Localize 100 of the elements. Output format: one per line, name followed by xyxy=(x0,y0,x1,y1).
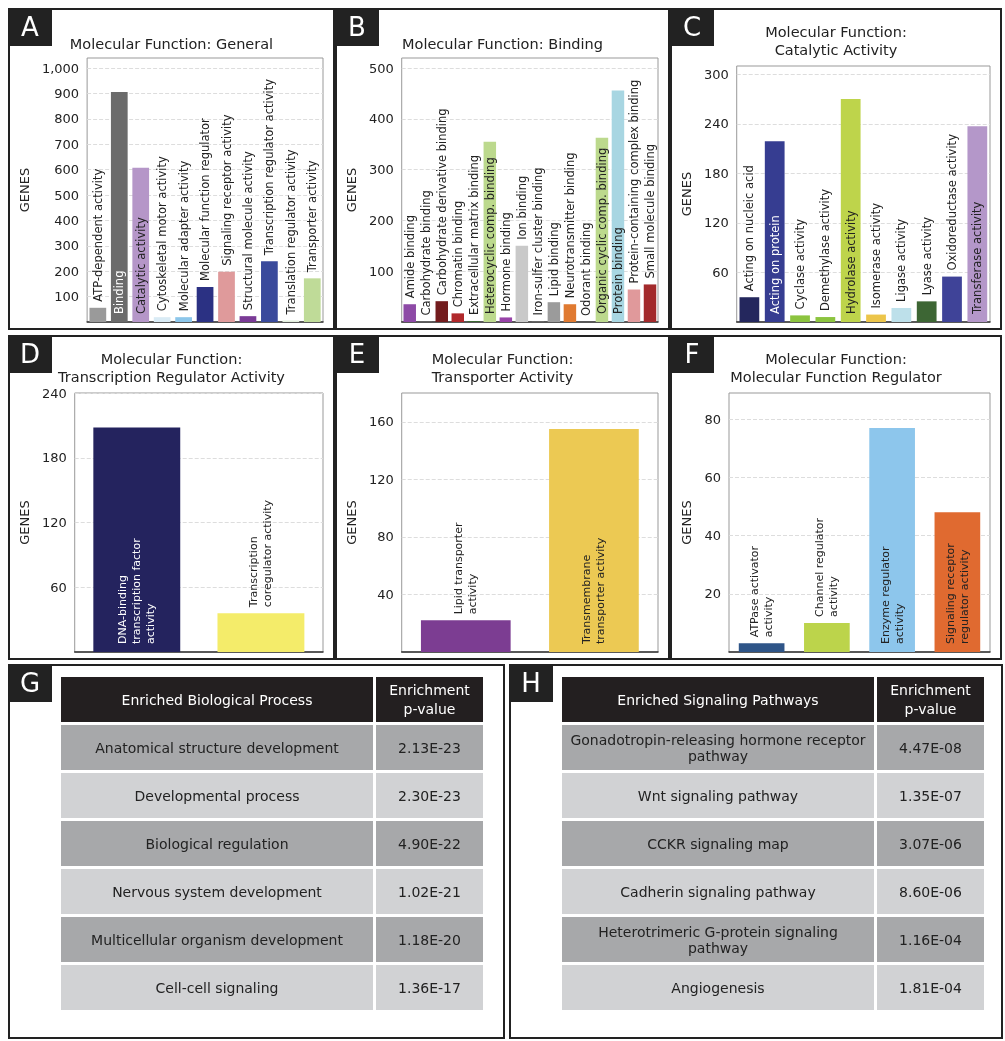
category-label: Binding xyxy=(112,270,127,314)
y-tick-label: 900 xyxy=(54,86,80,102)
category-label: Heterocyclic comp. binding xyxy=(482,157,497,314)
y-tick-label: 1,000 xyxy=(41,60,80,76)
bar xyxy=(403,304,416,322)
text: CCKR signaling map xyxy=(562,821,874,866)
y-tick-label: 100 xyxy=(54,289,80,305)
bar xyxy=(547,302,561,322)
bar xyxy=(840,99,861,322)
y-tick-label: 180 xyxy=(41,450,67,466)
category-label: Molecular function regulator xyxy=(198,118,213,281)
bar xyxy=(303,278,321,322)
bar xyxy=(261,261,278,322)
y-tick-label: 60 xyxy=(50,579,67,595)
y-axis-title: GENES xyxy=(17,500,32,545)
category-label: Ligase activity xyxy=(894,218,909,302)
y-tick-label: 80 xyxy=(377,529,394,545)
text: Enrichment p-value xyxy=(877,677,984,722)
text: Biological regulation xyxy=(61,821,373,866)
text: 2.13E-23 xyxy=(376,725,483,770)
text: Angiogenesis xyxy=(562,965,874,1010)
chart-title: Molecular Function: Transporter Activity xyxy=(430,351,574,385)
category-label: Isomerase activity xyxy=(869,202,884,309)
category-label: Carbohydrate derivative binding xyxy=(434,108,449,296)
y-tick-label: 300 xyxy=(368,162,394,178)
category-label: Hydrolase activity xyxy=(843,210,858,314)
category-label: Amide binding xyxy=(402,215,417,299)
x-tick-label: Transmembrane transporter activity xyxy=(580,537,608,645)
y-tick-label: 500 xyxy=(54,187,80,203)
bar xyxy=(499,317,513,322)
bar xyxy=(196,286,214,322)
bar xyxy=(804,622,850,652)
bar xyxy=(563,304,577,322)
bar xyxy=(739,297,760,322)
y-tick-label: 600 xyxy=(54,162,80,178)
category-label: Catalytic activity xyxy=(133,217,148,314)
y-tick-label: 120 xyxy=(41,515,67,530)
bar xyxy=(916,301,937,322)
text: E xyxy=(335,335,379,373)
text: Enriched Signaling Pathways xyxy=(562,677,874,722)
x-tick-label: DNA-binding transcription factor activity xyxy=(116,534,158,644)
y-tick-label: 120 xyxy=(703,215,729,231)
bar xyxy=(239,316,257,322)
y-tick-label: 400 xyxy=(54,212,80,228)
bar xyxy=(942,276,962,322)
y-tick-label: 400 xyxy=(368,111,394,127)
text: 1.35E-07 xyxy=(877,773,984,818)
category-label: Carbohydrate binding xyxy=(418,190,433,316)
text: D xyxy=(8,335,52,373)
bar xyxy=(790,315,810,322)
x-tick-label: Transcription coregulator activity xyxy=(247,499,275,609)
bar xyxy=(815,317,836,322)
category-label: Cyclase activity xyxy=(793,218,808,310)
y-axis-title: GENES xyxy=(344,500,359,545)
y-tick-label: 180 xyxy=(703,165,729,181)
category-label: Oxidoreductase activity xyxy=(945,134,960,271)
category-label: Transferase activity xyxy=(970,201,985,314)
text: 8.60E-06 xyxy=(877,869,984,914)
text: C xyxy=(670,8,714,46)
bar xyxy=(515,245,529,322)
category-label: Acting on protein xyxy=(767,215,782,314)
bar xyxy=(627,289,641,322)
chart-title: Molecular Function: Catalytic Activity xyxy=(765,24,907,58)
text: Enrichment p-value xyxy=(376,677,483,722)
category-label: Transcription regulator activity xyxy=(262,79,277,256)
category-label: Hormone binding xyxy=(498,212,513,312)
category-label: Chromatin binding xyxy=(450,200,465,308)
y-tick-label: 500 xyxy=(368,60,394,76)
text: Heterotrimeric G-protein signaling pathway xyxy=(562,917,874,962)
y-tick-label: 700 xyxy=(54,136,80,152)
y-tick-label: 200 xyxy=(368,212,394,228)
text: Gonadotropin-releasing hormone receptor pathway xyxy=(562,725,874,770)
text: A xyxy=(8,8,52,46)
y-axis-title: GENES xyxy=(679,171,694,217)
y-tick-label: 200 xyxy=(54,263,80,279)
text: F xyxy=(670,335,714,373)
text: 2.30E-23 xyxy=(376,773,483,818)
category-label: Small molecule binding xyxy=(642,143,657,279)
chart-title: Molecular Function: Transcription Regulator Activity xyxy=(57,351,286,385)
bar xyxy=(891,307,912,322)
y-tick-label: 40 xyxy=(377,586,394,602)
y-axis-title: GENES xyxy=(679,500,694,545)
bar xyxy=(218,271,235,322)
y-tick-label: 300 xyxy=(54,238,80,254)
category-label: Molecular adapter activity xyxy=(176,160,191,312)
y-tick-label: 100 xyxy=(368,263,394,279)
y-axis-title: GENES xyxy=(17,167,32,213)
text: Enriched Biological Process xyxy=(61,677,373,722)
text: 1.16E-04 xyxy=(877,917,984,962)
text: 4.47E-08 xyxy=(877,725,984,770)
y-tick-label: 60 xyxy=(712,264,729,280)
category-label: Ion binding xyxy=(514,175,529,240)
category-label: Enzyme regulator activity xyxy=(878,546,906,644)
category-label: Signaling receptor activity xyxy=(219,114,234,266)
y-tick-label: 80 xyxy=(704,411,721,427)
text: Nervous system development xyxy=(61,869,373,914)
chart-title: Molecular Function: General xyxy=(69,36,274,52)
bar xyxy=(643,284,657,322)
bar xyxy=(866,314,886,322)
y-tick-label: 300 xyxy=(703,66,729,82)
